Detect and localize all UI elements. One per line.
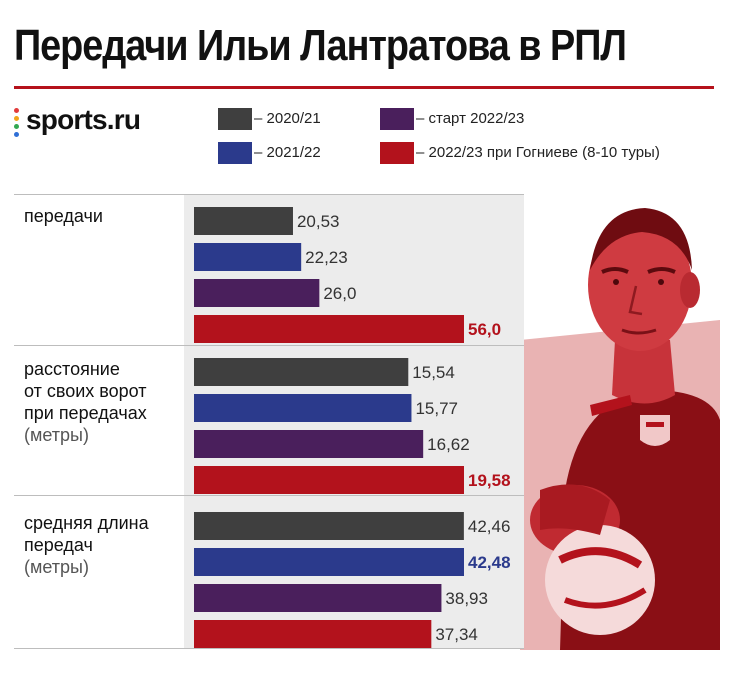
bar-group3-series4 <box>194 620 432 648</box>
top-divider <box>14 194 524 195</box>
label-line: передач <box>24 535 93 555</box>
bar-group1-series1 <box>194 207 293 235</box>
value-label-group2-series2: 15,77 <box>415 399 458 418</box>
legend-swatch <box>218 142 252 164</box>
value-label-group3-series3: 38,93 <box>445 589 488 608</box>
bar-group1-series4 <box>194 315 464 343</box>
group-divider-2 <box>14 495 524 496</box>
group-label-distance: расстояние от своих ворот при передачах … <box>24 358 147 446</box>
bar-group1-series3 <box>194 279 320 307</box>
bar-group2-series3 <box>194 430 424 458</box>
bar-group3-series3 <box>194 584 442 612</box>
legend-label: – 2021/22 <box>254 144 321 161</box>
value-label-group2-series1: 15,54 <box>412 363 455 382</box>
bar-group1-series2 <box>194 243 302 271</box>
title-underline <box>14 86 714 89</box>
bar-group2-series2 <box>194 394 412 422</box>
value-label-group2-series3: 16,62 <box>427 435 470 454</box>
legend-label: – старт 2022/23 <box>416 110 525 127</box>
label-line: при передачах <box>24 403 147 423</box>
value-label-group1-series2: 22,23 <box>305 248 348 267</box>
legend-label: – 2022/23 при Гогниеве (8-10 туры) <box>416 144 660 161</box>
label-line: расстояние <box>24 359 120 379</box>
group-divider-1 <box>14 345 524 346</box>
value-label-group1-series1: 20,53 <box>297 212 340 231</box>
chart-title: Передачи Ильи Лантратова в РПЛ <box>14 21 627 70</box>
value-label-group1-series4: 56,0 <box>468 320 501 339</box>
category-panel <box>14 194 184 649</box>
value-label-group3-series4: 37,34 <box>435 625 478 644</box>
label-line: от своих ворот <box>24 381 147 401</box>
bottom-divider <box>14 648 524 649</box>
logo-dots-icon <box>14 108 22 138</box>
legend-swatch <box>218 108 252 130</box>
value-label-group3-series2: 42,48 <box>468 553 511 572</box>
legend-label: – 2020/21 <box>254 110 321 127</box>
bar-group2-series4 <box>194 466 464 494</box>
label-unit: (метры) <box>24 425 89 445</box>
legend-swatch <box>380 108 414 130</box>
label-line: передачи <box>24 206 103 226</box>
player-photo <box>520 190 720 650</box>
group-label-passes: передачи <box>24 205 103 227</box>
legend-swatch <box>380 142 414 164</box>
value-label-group2-series4: 19,58 <box>468 471 511 490</box>
value-label-group1-series3: 26,0 <box>323 284 356 303</box>
bar-group3-series2 <box>194 548 464 576</box>
bar-group3-series1 <box>194 512 464 540</box>
label-unit: (метры) <box>24 557 89 577</box>
group-label-length: средняя длина передач (метры) <box>24 512 149 578</box>
logo-text: sports.ru <box>26 104 141 135</box>
bar-group2-series1 <box>194 358 409 386</box>
value-label-group3-series1: 42,46 <box>468 517 511 536</box>
label-line: средняя длина <box>24 513 149 533</box>
